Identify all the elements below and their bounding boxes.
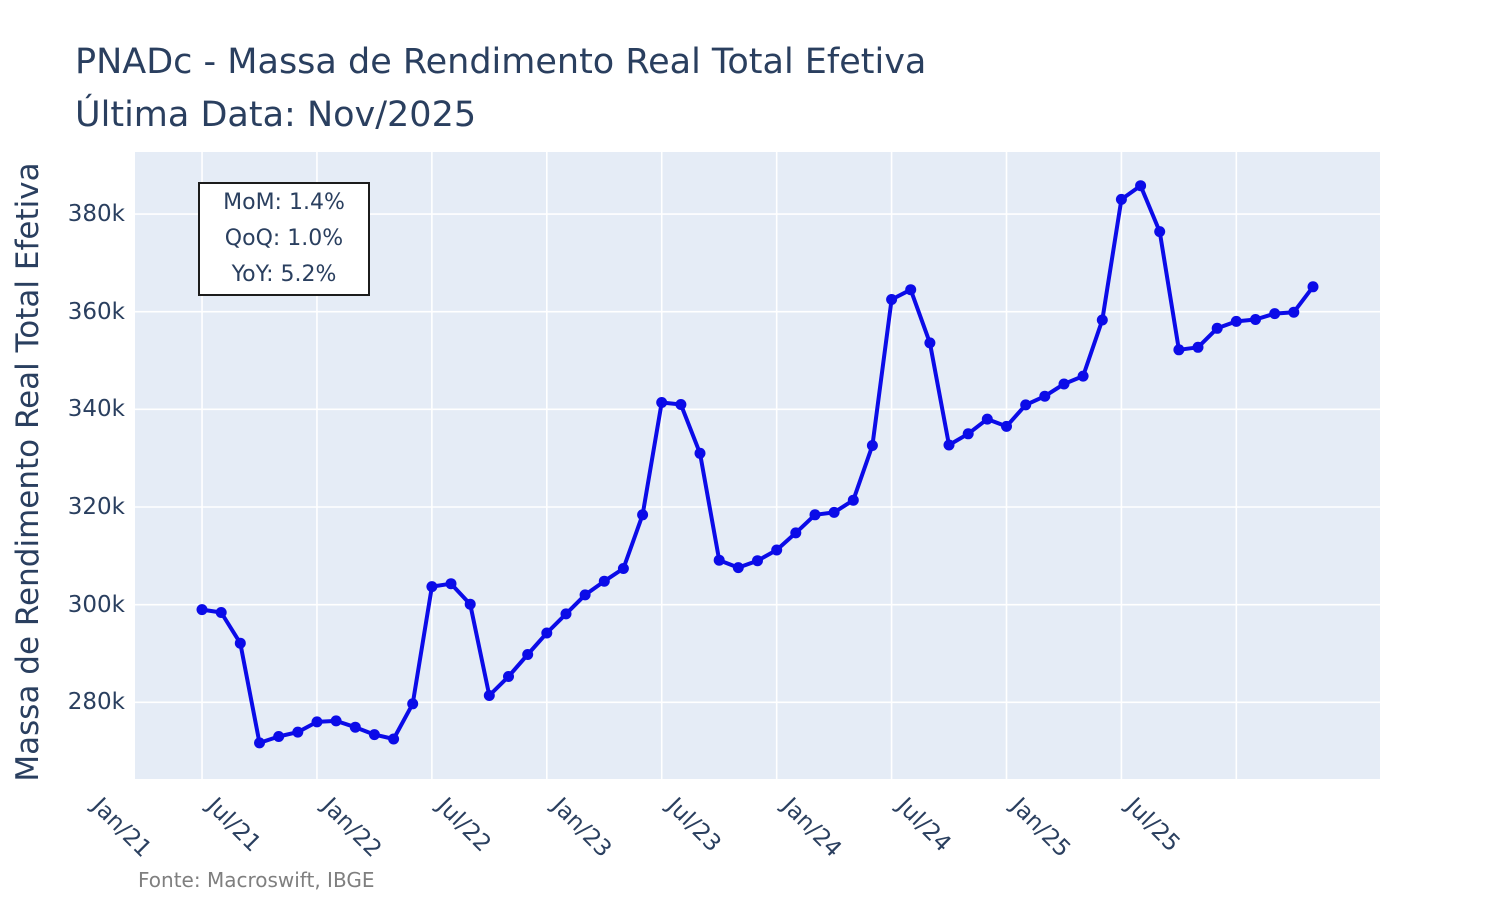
y-tick-label-340k: 340k — [67, 396, 125, 423]
data-point-Jul/25 — [1230, 315, 1242, 327]
y-tick-label-320k: 320k — [67, 494, 125, 520]
data-point-Fev/24 — [905, 284, 917, 296]
data-point-Ago/24 — [1020, 399, 1032, 411]
data-point-Jun/24 — [981, 413, 993, 425]
y-tick-label-380k: 380k — [67, 201, 125, 228]
data-point-Jun/22 — [522, 649, 534, 660]
x-tick-label-Jul-25: Jul/25 — [1120, 793, 1186, 858]
annotation-qoq: QoQ: 1.0% — [224, 226, 344, 251]
x-tick-label-Jan-24: Jan/24 — [776, 793, 846, 863]
data-point-Mai/24 — [962, 428, 974, 440]
data-point-Jun/23 — [752, 555, 763, 567]
x-tick-label-Jan-22: Jan/22 — [316, 793, 387, 863]
x-tick-label-Jul-23: Jul/23 — [661, 793, 726, 858]
data-point-Mar/21 — [234, 637, 246, 649]
data-point-Mar/24 — [924, 337, 936, 349]
data-point-Dez/21 — [407, 698, 419, 710]
x-tick-label-Jul-21: Jul/21 — [201, 793, 266, 858]
data-point-Set/21 — [349, 721, 361, 733]
data-point-Mar/25 — [1154, 226, 1166, 238]
y-tick-label-300k: 300k — [67, 591, 125, 618]
data-point-Fev/25 — [1135, 180, 1147, 192]
data-point-Set/23 — [809, 509, 821, 521]
data-point-Ago/21 — [330, 715, 342, 727]
data-point-Out/25 — [1288, 306, 1300, 318]
data-point-Set/22 — [579, 589, 591, 601]
data-point-Jan/22 — [426, 581, 438, 593]
data-point-Nov/25 — [1307, 281, 1319, 293]
data-point-Fev/23 — [675, 399, 687, 410]
data-point-Set/24 — [1039, 390, 1051, 402]
annotation-yoy: YoY: 5.2% — [231, 262, 337, 287]
x-tick-label-Jul-24: Jul/24 — [891, 793, 956, 858]
data-point-Fev/21 — [215, 607, 227, 618]
source-note: Fonte: Macroswift, IBGE — [138, 868, 375, 892]
data-point-Jan/21 — [196, 604, 208, 616]
chart-title-line2: Última Data: Nov/2025 — [75, 95, 477, 135]
data-point-Ago/22 — [560, 608, 572, 620]
data-point-Mai/25 — [1192, 341, 1204, 353]
data-point-Set/25 — [1269, 308, 1281, 320]
data-point-Jun/25 — [1211, 322, 1223, 334]
x-tick-label-Jul-22: Jul/22 — [431, 793, 496, 858]
data-point-Out/22 — [598, 575, 610, 587]
y-tick-label-360k: 360k — [67, 298, 125, 325]
data-point-Dez/22 — [637, 509, 649, 521]
x-tick-label-Jan-23: Jan/23 — [546, 793, 616, 863]
data-point-Nov/21 — [388, 733, 400, 745]
y-tick-label-280k: 280k — [67, 689, 125, 716]
data-point-Ago/25 — [1250, 314, 1261, 325]
x-tick-label-Jan-25: Jan/25 — [1006, 793, 1076, 863]
data-point-Out/21 — [368, 729, 380, 741]
data-point-Dez/23 — [866, 440, 878, 451]
data-point-Jan/23 — [656, 397, 668, 408]
data-point-Nov/24 — [1077, 370, 1089, 382]
data-point-Abr/22 — [483, 690, 495, 701]
data-point-Abr/25 — [1173, 344, 1185, 356]
data-point-Out/24 — [1058, 378, 1070, 390]
data-point-Mar/23 — [694, 447, 706, 459]
data-point-Ago/23 — [790, 527, 802, 539]
chart-title: PNADc - Massa de Rendimento Real Total E… — [75, 36, 926, 142]
chart-title-line1: PNADc - Massa de Rendimento Real Total E… — [75, 42, 927, 82]
data-point-Jul/24 — [1001, 420, 1012, 432]
data-point-Abr/23 — [713, 554, 725, 566]
data-point-Abr/24 — [943, 439, 955, 451]
data-point-Nov/23 — [847, 494, 859, 506]
data-point-Mai/22 — [503, 671, 514, 682]
annotation-mom: MoM: 1.4% — [223, 190, 345, 215]
data-point-Abr/21 — [254, 737, 265, 749]
stats-annotation-box: MoM: 1.4% QoQ: 1.0% YoY: 5.2% — [198, 182, 370, 296]
data-point-Jun/21 — [292, 726, 304, 738]
data-point-Dez/24 — [1096, 314, 1108, 326]
data-point-Out/23 — [828, 506, 840, 518]
data-point-Nov/22 — [617, 563, 629, 574]
data-point-Jul/23 — [771, 544, 783, 556]
data-point-Mai/23 — [732, 562, 744, 574]
data-point-Jan/24 — [886, 294, 898, 305]
data-point-Jan/25 — [1115, 193, 1127, 205]
data-point-Jul/21 — [311, 716, 323, 728]
x-tick-label-Jan-21: Jan/21 — [86, 793, 157, 863]
data-point-Mai/21 — [273, 731, 285, 742]
data-point-Mar/22 — [464, 598, 476, 610]
data-point-Jul/22 — [541, 627, 553, 639]
data-point-Fev/22 — [445, 578, 457, 590]
